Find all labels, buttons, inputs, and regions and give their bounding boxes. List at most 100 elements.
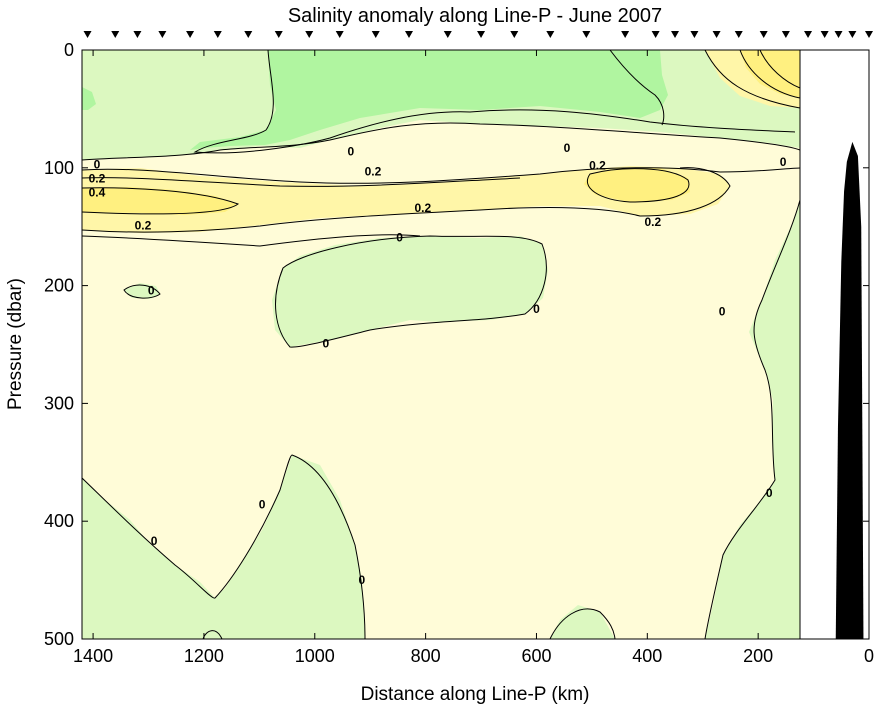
station-marker: [865, 31, 873, 38]
contour-mid-blob: [275, 235, 547, 348]
station-marker: [781, 31, 790, 38]
contour-label: 0: [766, 486, 773, 500]
y-axis-label: Pressure (dbar): [5, 278, 26, 410]
fill-surface-low: [190, 50, 668, 150]
y-tick-label: 500: [44, 629, 74, 649]
chart-title: Salinity anomaly along Line-P - June 200…: [288, 5, 662, 27]
station-marker: [621, 31, 630, 38]
contour-0.4-a: [82, 177, 521, 187]
fill-deep-left-negative: [82, 455, 365, 639]
station-marker: [690, 31, 699, 38]
station-marker: [443, 31, 452, 38]
x-tick-label: 600: [521, 646, 551, 666]
x-tick-label: 800: [411, 646, 441, 666]
station-markers: [83, 31, 873, 38]
station-marker: [712, 31, 721, 38]
contour-top-right-b: [739, 50, 801, 99]
fill-right-negative: [705, 200, 800, 639]
station-marker: [546, 31, 555, 38]
x-axis: 1400 1200 1000 800 600 400 200 0: [73, 50, 874, 666]
station-marker: [804, 31, 813, 38]
fill-left-surface-low: [82, 87, 96, 110]
contour-label: 0: [533, 302, 540, 316]
contour-label: 0: [396, 230, 403, 244]
station-marker: [305, 31, 314, 38]
bathymetry-shape: [835, 141, 864, 639]
contour-label: 0: [780, 155, 787, 169]
contour-small-circle: [123, 284, 161, 299]
contour-label: 0: [259, 498, 266, 512]
x-tick-label: 200: [743, 646, 773, 666]
station-marker: [186, 31, 195, 38]
station-marker: [335, 31, 344, 38]
x-tick-label: 1400: [73, 646, 113, 666]
fill-deep-mid-negative: [550, 605, 615, 639]
contour-label: 0.2: [589, 158, 606, 172]
contour-deep-mid: [549, 608, 616, 639]
fill-deep-bottom-negative: [203, 628, 222, 639]
contour-label: 0: [719, 305, 726, 319]
fill-core-0.4: [82, 187, 238, 215]
contour-label: 0: [151, 534, 158, 548]
station-marker: [83, 31, 92, 38]
contour-0.4-east: [587, 168, 690, 203]
station-marker: [759, 31, 768, 38]
contour-0.2-a: [82, 167, 801, 184]
fill-top-right-mid: [705, 50, 800, 108]
station-marker: [651, 31, 660, 38]
station-marker: [111, 31, 120, 38]
x-axis-label: Distance along Line-P (km): [361, 684, 590, 705]
station-marker: [477, 31, 486, 38]
contour-label: 0: [359, 573, 366, 587]
station-marker: [582, 31, 591, 38]
fill-subsurface-0.2: [82, 166, 730, 233]
contour-label: 0: [347, 144, 354, 158]
contour-label: 0.2: [415, 201, 432, 215]
contour-label: 0: [564, 141, 571, 155]
contour-0-surface-r: [609, 50, 665, 126]
station-marker: [848, 31, 857, 38]
contour-top-right-a: [704, 50, 801, 109]
x-tick-label: 0: [864, 646, 874, 666]
station-marker: [133, 31, 142, 38]
contour-label: 0.2: [645, 215, 662, 229]
contour-top-right-c: [759, 50, 801, 89]
fill-top-right-positive: [740, 50, 800, 98]
y-tick-label: 100: [44, 158, 74, 178]
station-marker: [510, 31, 519, 38]
station-marker: [158, 31, 167, 38]
station-marker: [274, 31, 283, 38]
contour-deep-left: [82, 454, 366, 639]
y-tick-label: 400: [44, 511, 74, 531]
station-marker: [820, 31, 829, 38]
y-tick-label: 0: [64, 40, 74, 60]
station-marker: [834, 31, 843, 38]
contour-label: 0.2: [135, 219, 152, 233]
station-marker: [734, 31, 743, 38]
contour-label: 0: [94, 157, 101, 171]
contour-0.4-core: [82, 187, 240, 215]
contour-label: 0: [323, 336, 330, 350]
y-tick-label: 300: [44, 393, 74, 413]
contour-label: 0.2: [89, 171, 106, 185]
contour-0-surface: [193, 50, 796, 154]
contour-right: [704, 199, 801, 639]
fill-core-east: [584, 168, 690, 202]
station-marker: [371, 31, 380, 38]
contour-0.2-b: [82, 167, 731, 233]
station-marker: [244, 31, 253, 38]
x-tick-label: 1000: [295, 646, 335, 666]
y-axis: 0 100 200 300 400 500: [44, 40, 869, 649]
station-marker: [404, 31, 413, 38]
y-tick-label: 200: [44, 276, 74, 296]
contour-label: 0.2: [365, 164, 382, 178]
contour-label: 0.4: [89, 186, 106, 200]
contour-0-top: [82, 122, 801, 161]
plot-frame: [81, 49, 870, 640]
contour-lines: [82, 50, 801, 639]
station-marker: [213, 31, 222, 38]
x-tick-label: 400: [632, 646, 662, 666]
contour-label: 0: [148, 283, 155, 297]
